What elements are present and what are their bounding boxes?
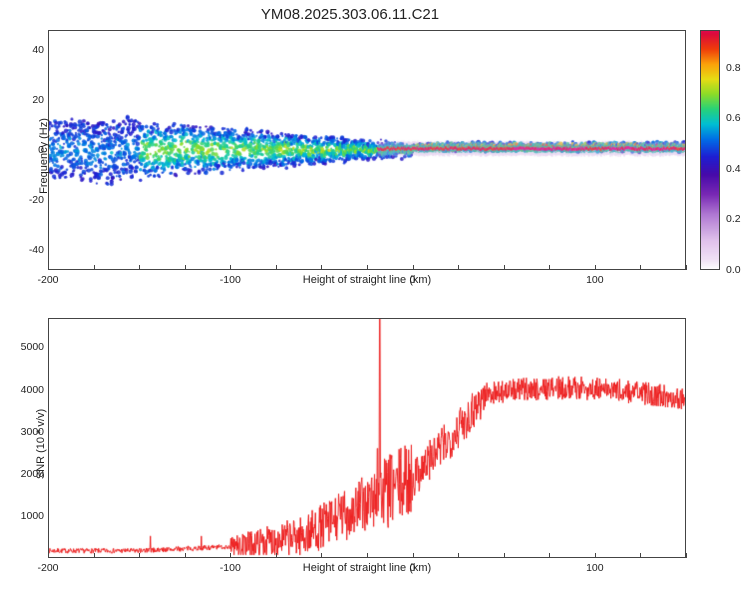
colorbar-tick-label-0.8: 0.8 xyxy=(726,62,741,74)
top-xtick-label--100: -100 xyxy=(215,274,245,286)
colorbar-tick-label-0.6: 0.6 xyxy=(726,112,741,124)
minor-xtick xyxy=(321,265,322,270)
freq-ytick-label--20: -20 xyxy=(20,194,44,206)
minor-xtick xyxy=(139,265,140,270)
minor-xtick xyxy=(595,553,596,558)
minor-xtick xyxy=(94,553,95,558)
chart-title: YM08.2025.303.06.11.C21 xyxy=(0,6,700,23)
minor-xtick xyxy=(276,553,277,558)
minor-xtick xyxy=(367,553,368,558)
minor-xtick xyxy=(230,265,231,270)
minor-xtick xyxy=(549,553,550,558)
minor-xtick xyxy=(367,265,368,270)
minor-xtick xyxy=(595,265,596,270)
snr-plot xyxy=(48,318,686,558)
spectrogram-plot xyxy=(48,30,686,270)
frequency-axis-label: Frequency (Hz) xyxy=(38,118,50,194)
minor-xtick xyxy=(185,553,186,558)
minor-xtick xyxy=(276,265,277,270)
minor-xtick xyxy=(139,553,140,558)
minor-xtick xyxy=(185,265,186,270)
colorbar-container: Normalized spectral amplitude xyxy=(700,30,720,270)
minor-xtick xyxy=(230,553,231,558)
top-xtick-label-100: 100 xyxy=(580,274,610,286)
minor-xtick xyxy=(94,265,95,270)
minor-xtick xyxy=(504,265,505,270)
bottom-xtick-label-0: 0 xyxy=(398,562,428,574)
snr-ytick-label-4000: 4000 xyxy=(16,384,44,396)
freq-ytick-label-40: 40 xyxy=(20,44,44,56)
minor-xtick xyxy=(458,553,459,558)
minor-xtick xyxy=(413,553,414,558)
snr-ytick-label-2000: 2000 xyxy=(16,468,44,480)
minor-xtick xyxy=(549,265,550,270)
freq-ytick-label--40: -40 xyxy=(20,244,44,256)
freq-ytick-label-0: 0 xyxy=(20,144,44,156)
minor-xtick xyxy=(321,553,322,558)
top-xtick-label-0: 0 xyxy=(398,274,428,286)
minor-xtick xyxy=(686,265,687,270)
minor-xtick xyxy=(686,553,687,558)
chart-root: YM08.2025.303.06.11.C21 Frequency (Hz) H… xyxy=(0,0,750,600)
minor-xtick xyxy=(413,265,414,270)
freq-ytick-label-20: 20 xyxy=(20,94,44,106)
snr-ytick-label-1000: 1000 xyxy=(16,510,44,522)
minor-xtick xyxy=(640,265,641,270)
bottom-xtick-label--100: -100 xyxy=(215,562,245,574)
bottom-xtick-label--200: -200 xyxy=(33,562,63,574)
minor-xtick xyxy=(458,265,459,270)
colorbar-tick-label-0.4: 0.4 xyxy=(726,163,741,175)
snr-ytick-label-3000: 3000 xyxy=(16,426,44,438)
colorbar-tick-label-0: 0.0 xyxy=(726,264,741,276)
bottom-xtick-label-100: 100 xyxy=(580,562,610,574)
colorbar-tick-label-0.2: 0.2 xyxy=(726,213,741,225)
minor-xtick xyxy=(48,553,49,558)
colorbar xyxy=(700,30,720,270)
top-xtick-label--200: -200 xyxy=(33,274,63,286)
minor-xtick xyxy=(504,553,505,558)
snr-ytick-label-5000: 5000 xyxy=(16,341,44,353)
minor-xtick xyxy=(640,553,641,558)
minor-xtick xyxy=(48,265,49,270)
